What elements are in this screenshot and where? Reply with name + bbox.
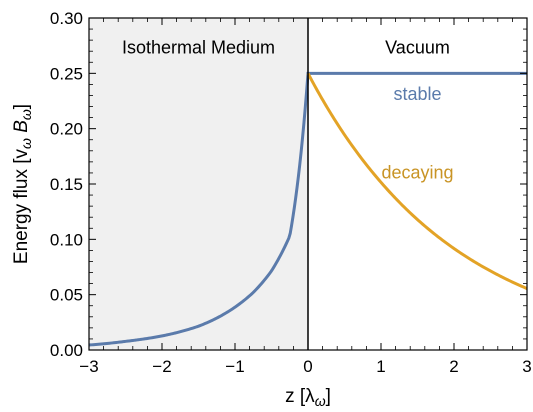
- y-tick-label: 0.25: [50, 64, 83, 83]
- isothermal-medium-label: Isothermal Medium: [122, 37, 275, 57]
- x-axis-title: z [λω]: [285, 386, 331, 409]
- x-tick-label: 0: [303, 357, 312, 376]
- y-tick-label: 0.15: [50, 175, 83, 194]
- x-tick-label: 2: [449, 357, 458, 376]
- stable-annotation: stable: [393, 84, 441, 104]
- y-tick-label: 0.20: [50, 120, 83, 139]
- decaying-series-line: [306, 72, 528, 290]
- x-tick-label: 1: [376, 357, 385, 376]
- x-tick-label: −2: [152, 357, 171, 376]
- y-tick-label: 0.05: [50, 286, 83, 305]
- x-tick-label: −1: [225, 357, 244, 376]
- axis-ticks: −3 −2 −1 0 1 2 3 0.00 0.05 0.10 0.15 0.20 0.25 0.30: [50, 9, 532, 376]
- y-tick-label: 0.10: [50, 230, 83, 249]
- y-axis-title: Energy flux [vω Bω]: [11, 104, 34, 264]
- isothermal-medium-region: [89, 18, 308, 350]
- x-tick-label: −3: [79, 357, 98, 376]
- x-tick-label: 3: [522, 357, 531, 376]
- vacuum-label: Vacuum: [385, 37, 450, 57]
- y-tick-label: 0.00: [50, 341, 83, 360]
- y-tick-label: 0.30: [50, 9, 83, 28]
- stable-series-line: [88, 71, 527, 347]
- decaying-annotation: decaying: [381, 162, 453, 182]
